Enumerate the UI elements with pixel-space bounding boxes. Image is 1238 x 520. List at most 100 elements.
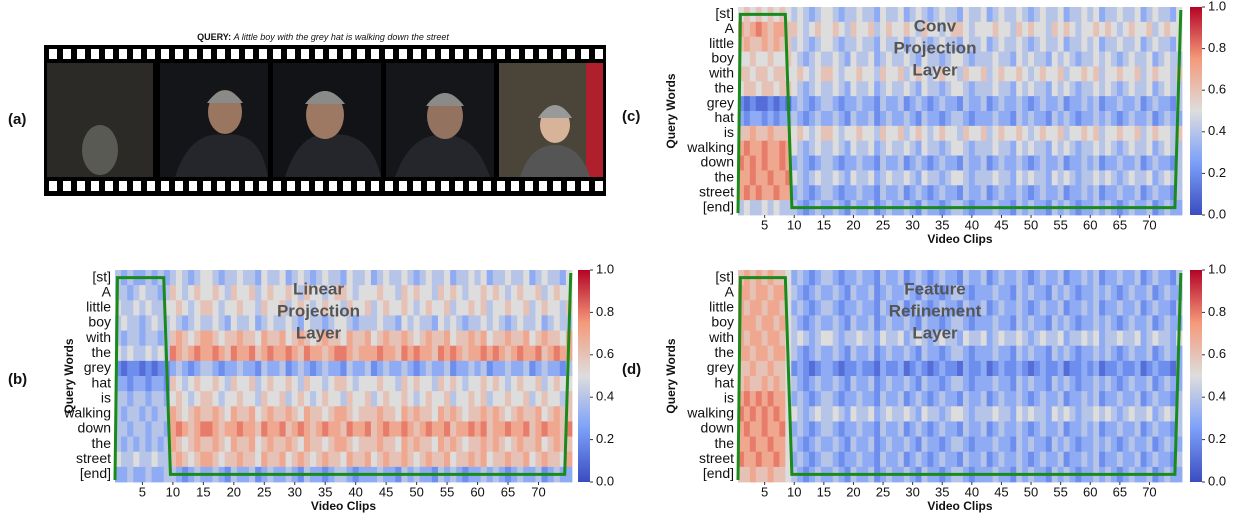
heat-cell bbox=[377, 270, 383, 286]
heat-cell bbox=[1152, 361, 1158, 377]
heat-cell bbox=[1093, 111, 1099, 126]
y-tick-label: A bbox=[102, 283, 112, 299]
heat-cell bbox=[1064, 126, 1070, 141]
heat-cell bbox=[898, 406, 904, 422]
heat-cell bbox=[225, 300, 231, 316]
heat-cell bbox=[945, 185, 951, 200]
heat-cell bbox=[1111, 81, 1117, 96]
heat-cell bbox=[1046, 331, 1052, 347]
heat-cell bbox=[856, 361, 862, 377]
sprocket-hole bbox=[217, 49, 225, 59]
heat-cell bbox=[1016, 270, 1022, 286]
heat-cell bbox=[395, 406, 401, 422]
heat-cell bbox=[815, 421, 821, 437]
heat-cell bbox=[998, 52, 1004, 67]
heat-cell bbox=[407, 361, 413, 377]
heat-cell bbox=[1081, 7, 1087, 22]
heat-cell bbox=[194, 315, 200, 331]
heat-cell bbox=[243, 437, 249, 453]
heat-cell bbox=[1135, 111, 1141, 126]
heat-cell bbox=[286, 285, 292, 301]
heat-cell bbox=[456, 391, 462, 407]
heat-cell bbox=[280, 331, 286, 347]
heat-cell bbox=[389, 270, 395, 286]
heat-cell bbox=[963, 406, 969, 422]
sprocket-hole bbox=[301, 49, 309, 59]
heat-cell bbox=[505, 346, 511, 362]
heat-cell bbox=[791, 315, 797, 331]
heat-cell bbox=[1129, 391, 1135, 407]
heat-cell bbox=[898, 185, 904, 200]
heat-cell bbox=[267, 346, 273, 362]
heat-cell bbox=[998, 391, 1004, 407]
heat-cell bbox=[821, 66, 827, 81]
heat-cell bbox=[133, 467, 139, 483]
heat-cell bbox=[389, 376, 395, 392]
heat-cell bbox=[444, 406, 450, 422]
heat-cell bbox=[933, 346, 939, 362]
heat-cell bbox=[892, 7, 898, 22]
heat-cell bbox=[1093, 406, 1099, 422]
heat-cell bbox=[845, 331, 851, 347]
heat-cell bbox=[827, 170, 833, 185]
heat-cell bbox=[774, 361, 780, 377]
heat-cell bbox=[756, 285, 762, 301]
heat-cell bbox=[1087, 391, 1093, 407]
heat-cell bbox=[1123, 406, 1129, 422]
heat-cell bbox=[1010, 421, 1016, 437]
heat-cell bbox=[145, 421, 151, 437]
heat-cell bbox=[219, 391, 225, 407]
sprocket-hole bbox=[525, 49, 533, 59]
heat-cell bbox=[868, 376, 874, 392]
heat-cell bbox=[438, 421, 444, 437]
heat-cell bbox=[438, 437, 444, 453]
heat-cell bbox=[1052, 170, 1058, 185]
heat-cell bbox=[815, 96, 821, 111]
heat-cell bbox=[505, 331, 511, 347]
heat-cell bbox=[850, 285, 856, 301]
heat-cell bbox=[450, 376, 456, 392]
heat-cell bbox=[762, 156, 768, 171]
heat-cell bbox=[426, 270, 432, 286]
heat-cell bbox=[939, 346, 945, 362]
heat-cell bbox=[1170, 81, 1176, 96]
heat-cell bbox=[1004, 156, 1010, 171]
heat-cell bbox=[927, 185, 933, 200]
heat-cell bbox=[987, 331, 993, 347]
heat-cell bbox=[347, 437, 353, 453]
heat-cell bbox=[310, 437, 316, 453]
heat-cell bbox=[1040, 346, 1046, 362]
heat-cell bbox=[450, 285, 456, 301]
heat-cell bbox=[839, 81, 845, 96]
heat-cell bbox=[910, 185, 916, 200]
heat-cell bbox=[762, 200, 768, 215]
heat-cell bbox=[206, 270, 212, 286]
heat-cell bbox=[779, 391, 785, 407]
sprocket-hole bbox=[413, 49, 421, 59]
heat-cell bbox=[292, 437, 298, 453]
heat-cell bbox=[133, 361, 139, 377]
heat-cell bbox=[1093, 437, 1099, 453]
heat-cell bbox=[1170, 22, 1176, 37]
heat-cell bbox=[200, 391, 206, 407]
heat-cell bbox=[904, 156, 910, 171]
heat-cell bbox=[868, 7, 874, 22]
heat-cell bbox=[420, 391, 426, 407]
heat-cell bbox=[756, 52, 762, 67]
heat-cell bbox=[188, 315, 194, 331]
heat-cell bbox=[774, 66, 780, 81]
heat-cell bbox=[1152, 22, 1158, 37]
heat-cell bbox=[548, 437, 554, 453]
heat-cell bbox=[886, 66, 892, 81]
heat-cell bbox=[744, 185, 750, 200]
heat-cell bbox=[1135, 270, 1141, 286]
heat-cell bbox=[862, 66, 868, 81]
heat-cell bbox=[389, 361, 395, 377]
heat-cell bbox=[821, 185, 827, 200]
y-tick-label: walking bbox=[686, 139, 734, 155]
heat-cell bbox=[1016, 7, 1022, 22]
frame-detail bbox=[82, 125, 118, 175]
x-tick-label: 20 bbox=[227, 484, 241, 499]
y-tick-label: hat bbox=[92, 374, 112, 390]
heat-cell bbox=[383, 331, 389, 347]
